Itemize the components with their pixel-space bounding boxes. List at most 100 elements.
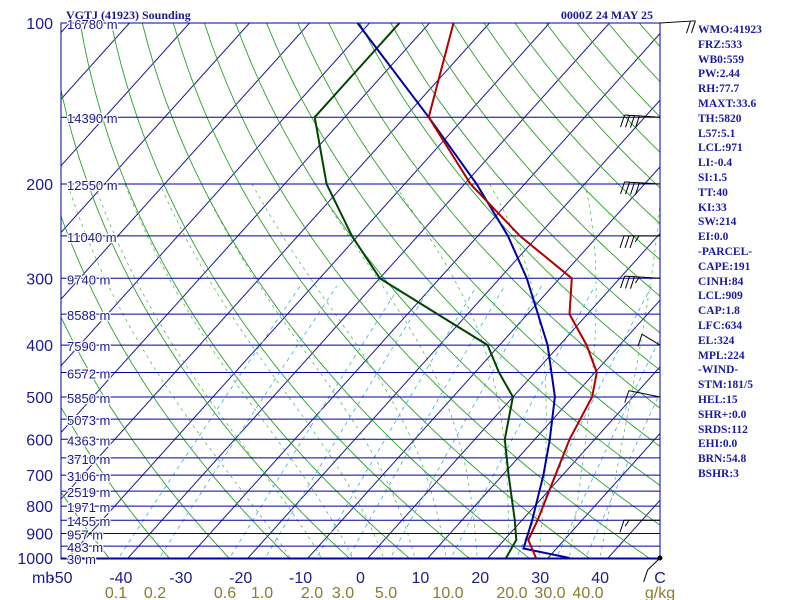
pressure-tick-label: 800	[26, 499, 53, 516]
isotherm-line	[366, 232, 660, 559]
isotherm-line	[0, 23, 10, 569]
pressure-tick-label: 400	[26, 338, 53, 355]
parcel-trace	[356, 23, 570, 559]
dry-adiabat-line	[110, 23, 472, 559]
isotherm-line	[61, 23, 430, 434]
pressure-tick-label: 600	[26, 432, 53, 449]
mixing-ratio-tick-label: 0.2	[144, 585, 166, 600]
height-label: 5073 m	[67, 413, 110, 428]
temperature-tick-label: 20	[471, 570, 489, 587]
index-line: SW:214	[698, 216, 737, 229]
mixing-ratio-tick-label: 40.0	[572, 585, 603, 600]
barb-flag	[625, 276, 630, 289]
height-label: 3106 m	[67, 469, 110, 484]
barb-flag	[643, 569, 649, 582]
temperature-tick-label: -30	[169, 570, 192, 587]
barb-flag	[634, 115, 640, 129]
temperature-tick-label: -50	[49, 570, 72, 587]
height-label: 9740 m	[67, 272, 110, 287]
index-line: LCL:971	[698, 142, 743, 155]
pressure-tick-label: 500	[26, 390, 53, 407]
mixing-ratio-tick-label: 10.0	[432, 585, 463, 600]
mixing-ratio-tick-label: 2.0	[301, 585, 323, 600]
index-line: WMO:41923	[698, 24, 762, 36]
isotherm-line	[186, 32, 660, 559]
height-label: 8588 m	[67, 308, 110, 323]
pressure-tick-label: 300	[26, 271, 53, 288]
isobars	[61, 22, 660, 559]
barb-shaft	[624, 114, 661, 118]
isotherm-line	[246, 99, 660, 559]
isotherm-line	[426, 299, 660, 559]
pressure-unit-label: mb	[32, 570, 54, 587]
mixing-ratio-tick-label: 20.0	[496, 585, 527, 600]
profiles	[313, 23, 598, 559]
mixing-ratio-tick-label: 3.0	[332, 585, 354, 600]
dry-adiabat-line	[141, 23, 532, 559]
barb-flag	[690, 20, 696, 33]
pressure-tick-label: 100	[26, 16, 53, 33]
barb-flag	[629, 276, 635, 289]
height-label: 1455 m	[67, 514, 110, 529]
wind-barb	[637, 333, 661, 347]
index-line: -WIND-	[698, 364, 739, 377]
index-line: CAPE:191	[698, 260, 751, 273]
pressure-tick-label: 700	[26, 468, 53, 485]
height-label: 4363 m	[67, 433, 110, 448]
barb-flag	[634, 235, 640, 243]
index-line: WB0:559	[698, 53, 744, 66]
isotherm-line	[61, 23, 190, 167]
barb-shaft	[624, 181, 661, 185]
wind-barb	[620, 181, 661, 195]
index-line: STM:181/5	[698, 379, 753, 392]
wind-barb	[624, 390, 661, 403]
temperature-tick-label: 10	[412, 570, 430, 587]
mixing-ratio-tick-label: 0.1	[105, 585, 127, 600]
height-label: 957 m	[67, 528, 103, 543]
height-label: 16780 m	[67, 17, 118, 32]
height-label: 7590 m	[67, 339, 110, 354]
moist-adiabat-line	[159, 183, 385, 559]
mixing-ratio-tick-label: 5.0	[375, 585, 397, 600]
wind-barbs	[619, 20, 696, 582]
index-line: EHI:0.0	[698, 438, 738, 451]
barb-flag	[637, 334, 643, 347]
dewpoint-trace	[313, 23, 518, 559]
barb-flag	[625, 182, 630, 195]
temperature-tick-label: -20	[229, 570, 252, 587]
moist-adiabat-line	[251, 183, 447, 559]
index-line: BRN:54.8	[698, 453, 747, 466]
height-label: 1971 m	[67, 500, 110, 515]
dry-adiabat-line	[297, 23, 660, 447]
index-line: LFC:634	[698, 319, 743, 332]
moist-adiabat-line	[124, 183, 354, 559]
moist-adiabat-line	[67, 183, 292, 559]
stability-indices-panel: WMO:41923 FRZ:533 WB0:559 PW:2.44 RH:77.7 MAX…	[698, 23, 798, 482]
moist-adiabat-line	[394, 183, 509, 559]
index-line: LCL:909	[698, 290, 743, 303]
wind-barb	[643, 557, 661, 582]
height-label: 30 m	[67, 552, 96, 567]
isotherm-line	[61, 23, 70, 34]
index-line: MAXT:33.6	[698, 97, 757, 110]
dry-adiabat-line	[235, 23, 660, 526]
wind-barb	[619, 235, 660, 249]
mixing-ratio-line	[555, 337, 660, 559]
barb-flag	[634, 182, 640, 195]
mixing-ratio-line	[347, 285, 506, 559]
moist-adiabat-line	[568, 184, 597, 559]
index-line: CAP:1.8	[698, 305, 740, 318]
dry-adiabat-line	[61, 214, 291, 559]
dry-adiabat-line	[172, 23, 592, 559]
barb-shaft	[641, 333, 661, 346]
mixing-ratio-line	[515, 285, 653, 559]
mixing-ratio-unit-label: g/kg	[645, 585, 675, 600]
dry-adiabat-line	[390, 23, 660, 334]
height-label: 6572 m	[67, 366, 110, 381]
mixing-ratio-tick-label: 1.0	[251, 585, 273, 600]
barb-shaft	[647, 557, 661, 571]
mixing-ratio-line	[584, 392, 660, 559]
index-line: CINH:84	[698, 275, 744, 288]
